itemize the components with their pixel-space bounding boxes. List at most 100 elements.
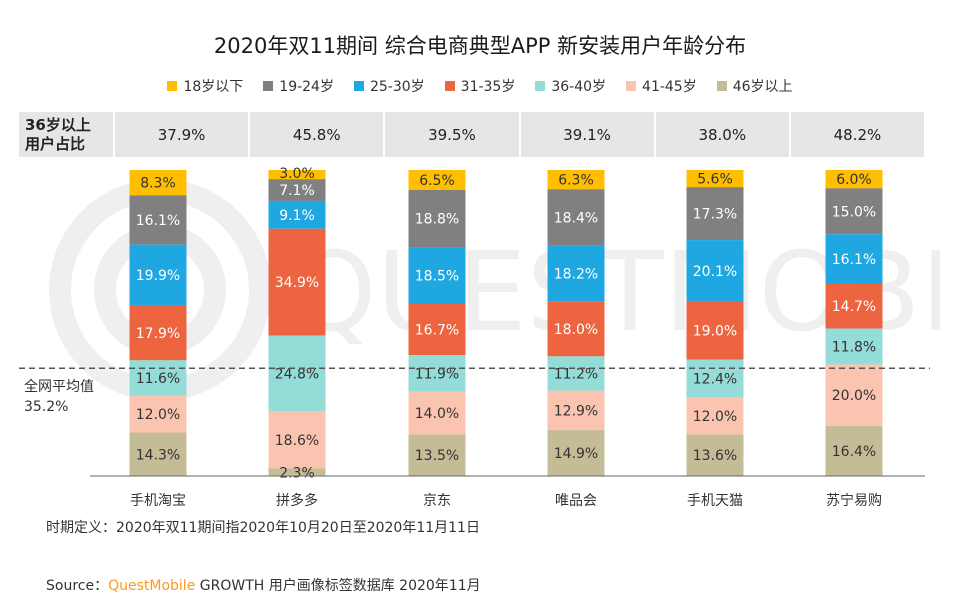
- source-prefix: Source：: [46, 578, 109, 594]
- legend-item: 18岁以下: [167, 76, 243, 96]
- bar-segment: [408, 355, 466, 392]
- data-label: 17.9%: [136, 326, 180, 342]
- data-label: 6.3%: [558, 173, 594, 189]
- data-label: 6.5%: [419, 173, 455, 189]
- data-label: 16.4%: [832, 444, 876, 460]
- category-label: 手机天猫: [687, 493, 743, 509]
- average-label-line1: 全网平均值: [24, 379, 94, 395]
- bar-segment: [825, 364, 883, 426]
- bar-segment: [129, 305, 187, 361]
- legend-swatch: [716, 81, 727, 91]
- data-label: 16.1%: [832, 252, 876, 268]
- bar-segment: [686, 187, 744, 241]
- legend-label: 19-24岁: [279, 79, 334, 95]
- legend-item: 46岁以上: [716, 76, 793, 96]
- legend-swatch: [167, 81, 178, 91]
- category-label: 拼多多: [276, 492, 318, 509]
- legend-item: 25-30岁: [353, 76, 425, 96]
- bar-segment: [268, 468, 326, 476]
- legend-label: 25-30岁: [369, 79, 425, 95]
- bar-segment: [825, 234, 883, 284]
- bar-segment: [408, 170, 466, 190]
- data-label: 19.9%: [136, 268, 180, 284]
- ratio-cell: 48.2%: [788, 112, 925, 157]
- bar-segment: [129, 244, 187, 306]
- data-label: 19.0%: [693, 324, 737, 340]
- bar-segment: [129, 170, 187, 196]
- data-label: 5.6%: [697, 172, 733, 188]
- legend-swatch: [444, 81, 455, 91]
- source-text: GROWTH 用户画像标签数据库 2020年11月: [195, 578, 481, 594]
- data-label: 16.1%: [136, 213, 180, 229]
- legend-swatch: [353, 81, 364, 91]
- data-label: 11.6%: [136, 371, 180, 387]
- legend-item: 19-24岁: [263, 76, 334, 96]
- data-label: 20.0%: [832, 388, 876, 404]
- bar-segment: [547, 170, 605, 190]
- data-label: 20.1%: [693, 264, 737, 280]
- ratio-row-label: 36岁以上 用户占比: [19, 112, 113, 157]
- data-label: 11.9%: [415, 366, 459, 382]
- average-value: 35.2%: [24, 399, 69, 415]
- data-label: 7.1%: [279, 183, 315, 199]
- data-label: 12.0%: [693, 409, 737, 425]
- data-label: 14.7%: [832, 299, 876, 315]
- bar-segment: [825, 425, 883, 476]
- legend-label: 46岁以上: [732, 79, 793, 95]
- data-label: 18.5%: [415, 269, 459, 285]
- data-label: 14.3%: [136, 447, 180, 463]
- legend-item: 41-45岁: [626, 76, 697, 96]
- data-label: 18.4%: [554, 210, 598, 226]
- data-label: 11.2%: [554, 366, 598, 382]
- data-label: 13.5%: [415, 448, 459, 464]
- ratio-cell: 39.1%: [518, 112, 654, 157]
- bar-segment: [825, 283, 883, 329]
- legend-item: 36-40岁: [535, 76, 606, 96]
- bar-segment: [268, 411, 326, 469]
- ratio-cell: 38.0%: [653, 112, 789, 157]
- source-brand: QuestMobile: [108, 578, 196, 594]
- bar-segment: [268, 170, 326, 180]
- data-label: 18.6%: [275, 433, 319, 449]
- bar-segment: [547, 301, 605, 357]
- ratio-label-line1: 36岁以上: [25, 115, 91, 134]
- bar-segment: [129, 195, 187, 245]
- ratio-label-line2: 用户占比: [25, 134, 86, 153]
- ratio-cell: 45.8%: [248, 112, 384, 157]
- data-label: 2.3%: [279, 465, 315, 481]
- bar-segment: [129, 432, 187, 477]
- ratio-cell: 37.9%: [113, 112, 249, 157]
- data-label: 9.1%: [279, 208, 315, 224]
- data-label: 24.8%: [275, 366, 319, 382]
- bar-segment: [268, 200, 326, 229]
- bar-segment: [686, 397, 744, 435]
- legend-label: 41-45岁: [642, 79, 697, 95]
- legend-item: 31-35岁: [444, 76, 515, 96]
- data-label: 17.3%: [693, 207, 737, 223]
- bar-segment: [129, 395, 187, 433]
- bar-segment: [268, 179, 326, 201]
- data-label: 15.0%: [832, 204, 876, 220]
- chart-title: 2020年双11期间 综合电商典型APP 新安装用户年龄分布: [213, 34, 747, 58]
- average-label: 全网平均值 35.2%: [24, 377, 94, 417]
- data-label: 18.8%: [415, 212, 459, 228]
- bar-segment: [408, 189, 466, 248]
- bar-segment: [825, 328, 883, 365]
- age-36-plus-ratio-row: 36岁以上 用户占比 37.9% 45.8% 39.5% 39.1% 38.0%…: [19, 112, 925, 157]
- bar-segment: [686, 301, 744, 360]
- bar-segment: [825, 188, 883, 235]
- bar-segment: [686, 240, 744, 302]
- data-label: 18.2%: [554, 266, 598, 282]
- bar-segment: [408, 304, 466, 356]
- bar-segment: [129, 360, 187, 396]
- bar-segment: [547, 356, 605, 391]
- data-label: 6.0%: [836, 172, 872, 188]
- bar-segment: [547, 430, 605, 476]
- source-line: Source：QuestMobile GROWTH 用户画像标签数据库 2020…: [46, 575, 481, 595]
- bar-segment: [547, 390, 605, 431]
- bar-segment: [825, 170, 883, 189]
- data-label: 34.9%: [275, 275, 319, 291]
- data-label: 14.0%: [415, 406, 459, 422]
- bar-segment: [408, 434, 466, 476]
